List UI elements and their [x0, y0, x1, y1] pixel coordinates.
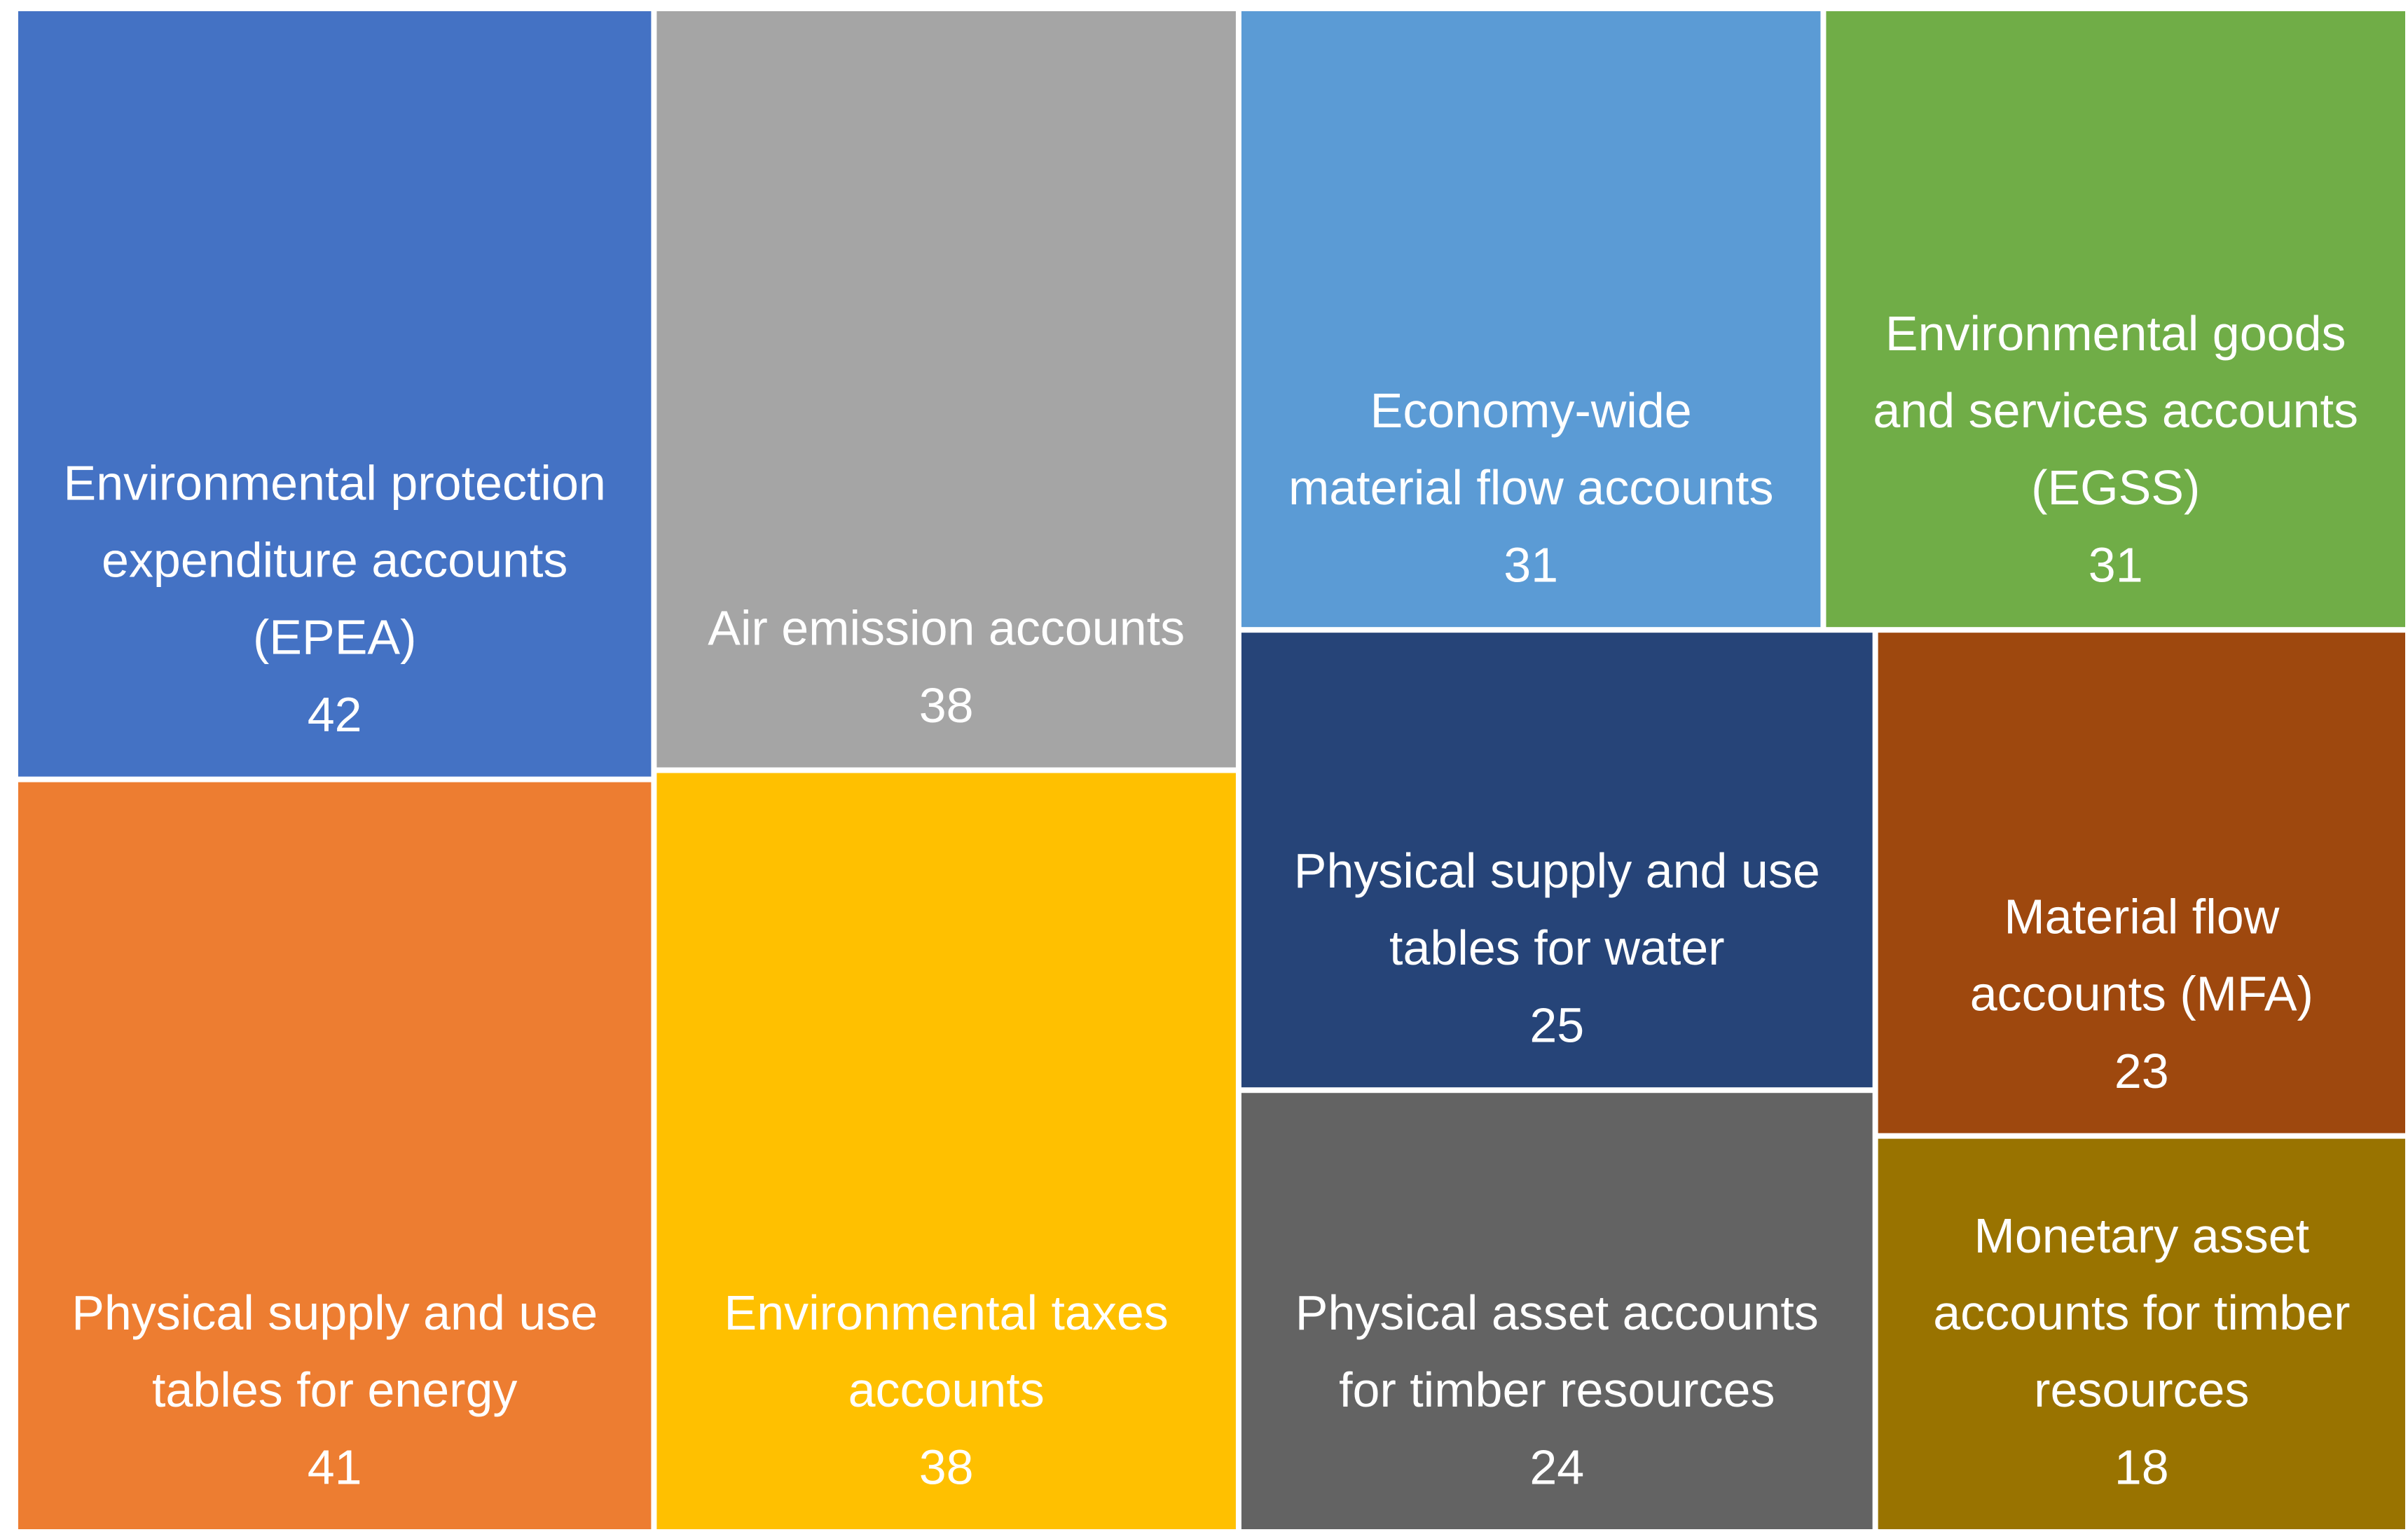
treemap-tile [656, 11, 1236, 768]
treemap-tile [1241, 633, 1873, 1088]
label-line: Air emission accounts [708, 601, 1185, 656]
tile-label: Physical supply and use tables for water [1294, 844, 1820, 976]
tile-value: 31 [1504, 538, 1558, 593]
tile-label: Environmental goods and services accounts… [1873, 307, 2358, 516]
label-line: material flow accounts [1288, 461, 1774, 516]
tile-label: Physical supply and use tables for energy [71, 1285, 598, 1417]
tile-value: 31 [2089, 538, 2143, 593]
tile-value: 23 [2114, 1044, 2169, 1098]
label-line: Material flow [2004, 890, 2279, 944]
label-line: and services accounts [1873, 384, 2358, 439]
label-line: for timber resources [1339, 1362, 1775, 1417]
label-line: accounts [848, 1362, 1045, 1417]
label-line: Monetary asset [1974, 1208, 2310, 1263]
treemap-tile [1878, 1138, 2405, 1529]
tile-value: 38 [919, 1440, 974, 1494]
tile-label: Environmental protection expenditure acco… [64, 456, 606, 665]
label-line: Environmental protection [64, 456, 606, 511]
tile-label: Environmental taxes accounts [724, 1285, 1169, 1417]
treemap-tile [18, 11, 652, 777]
label-line: Environmental goods [1885, 307, 2346, 361]
label-line: Economy-wide [1370, 384, 1692, 439]
label-line: Physical supply and use [1294, 844, 1820, 899]
tile-label: Physical asset accounts for timber resour… [1295, 1285, 1819, 1417]
label-line: accounts (MFA) [1970, 967, 2313, 1021]
label-line: expenditure accounts [102, 533, 567, 588]
label-line: resources [2034, 1362, 2249, 1417]
label-line: Physical supply and use [71, 1285, 598, 1340]
tile-value: 41 [308, 1440, 362, 1494]
tile-label: Economy-wide material flow accounts [1288, 384, 1774, 516]
treemap-tile [1826, 11, 2405, 628]
label-line: Physical asset accounts [1295, 1285, 1819, 1340]
tile-value: 18 [2114, 1440, 2169, 1494]
treemap-tile [1241, 11, 1821, 628]
tile-value: 42 [308, 687, 362, 742]
label-line: (EGSS) [2031, 461, 2200, 516]
treemap-tile [656, 773, 1236, 1529]
treemap-tile [1878, 633, 2405, 1133]
label-line: (EPEA) [253, 610, 416, 665]
tile-value: 38 [919, 678, 974, 733]
label-line: tables for water [1389, 921, 1725, 976]
treemap-tile [18, 782, 652, 1529]
tile-label: Monetary asset accounts for timber resourc… [1933, 1208, 2350, 1417]
tile-label: Air emission accounts [708, 601, 1185, 656]
tile-value: 25 [1529, 998, 1584, 1053]
treemap-tile [1241, 1093, 1873, 1529]
label-line: accounts for timber [1933, 1285, 2350, 1340]
tile-value: 24 [1529, 1440, 1584, 1494]
tile-label: Material flow accounts (MFA) [1970, 890, 2313, 1021]
label-line: Environmental taxes [724, 1285, 1169, 1340]
label-line: tables for energy [152, 1362, 517, 1417]
